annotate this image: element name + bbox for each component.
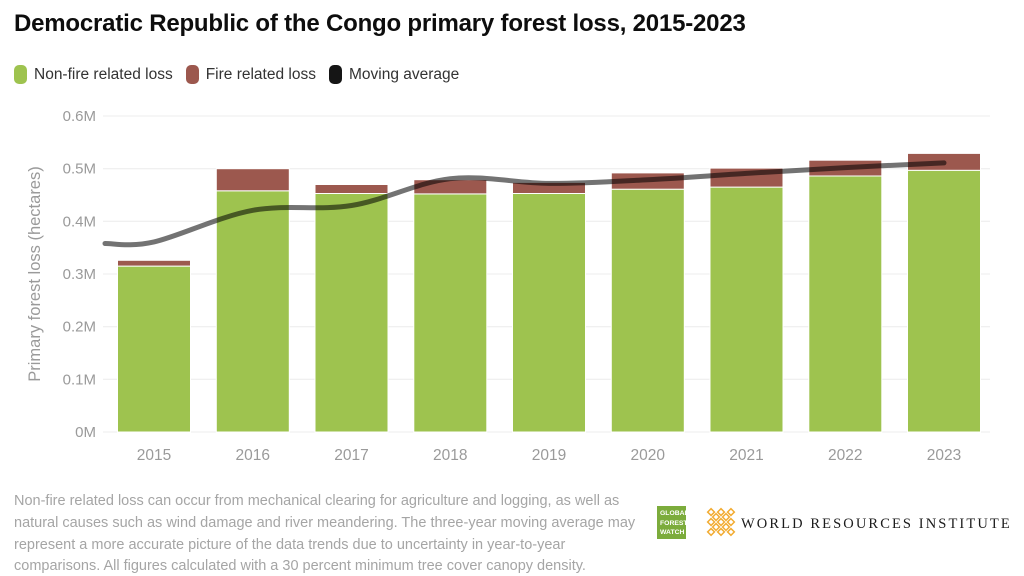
chart-legend: Non-fire related loss Fire related loss Mo… [14,65,472,84]
bar-2018-nonfire[interactable] [413,193,488,433]
legend-label: Non-fire related loss [34,65,173,83]
legend-item-moving-average: Moving average [328,65,460,84]
wri-diamond-lattice-icon [706,507,736,537]
legend-item-non-fire-related-loss: Non-fire related loss [14,65,173,84]
x-axis-label-2015: 2015 [137,447,171,464]
forest-loss-bar-chart: 0M 0.1M 0.2M 0.3M 0.4M 0.5M 0.6M Primary forest… [26,108,990,464]
wri-lattice-diamond [716,527,726,537]
bar-2023-nonfire[interactable] [907,169,981,433]
wri-lattice-diamond [706,507,716,517]
x-axis-label-2017: 2017 [334,447,368,464]
legend-label: Fire related loss [205,65,316,83]
bar-2021-nonfire[interactable] [709,186,784,433]
y-axis-title: Primary forest loss (hectares) [26,166,44,381]
y-tick-label-0.6M: 0.6M [63,108,96,125]
gfw-logo-line: GLOBAL [660,510,689,517]
bar-2015-nonfire[interactable] [117,265,191,433]
y-tick-label-0.3M: 0.3M [63,266,96,283]
y-tick-label-0.2M: 0.2M [63,319,96,336]
wri-lattice-diamond [726,507,736,517]
wri-lattice-diamond [721,522,731,532]
bar-2017-fire[interactable] [314,184,389,194]
legend-label: Moving average [348,65,460,83]
y-tick-label-0M: 0M [75,424,96,441]
wri-lattice-diamond [711,512,721,522]
bar-2022-nonfire[interactable] [808,175,883,433]
bar-2017-nonfire[interactable] [314,192,389,433]
wri-logo-text: WORLD RESOURCES INSTITUTE [741,516,1012,532]
global-forest-watch-logo: GLOBAL FOREST WATCH [657,506,689,539]
chart-title: Democratic Republic of the Congo primary… [14,10,746,37]
x-axis-label-2018: 2018 [433,447,467,464]
wri-lattice-diamond [726,527,736,537]
wri-lattice-diamond [706,517,716,527]
gfw-logo-line: WATCH [660,529,685,537]
legend-swatch [328,65,342,84]
x-axis-label-2019: 2019 [532,447,566,464]
bar-2020-nonfire[interactable] [610,188,685,433]
bar-2016-nonfire[interactable] [215,190,290,433]
moving-average-line [102,160,947,248]
legend-item-fire-related-loss: Fire related loss [185,65,316,84]
wri-lattice-diamond [721,512,731,522]
bar-2019-nonfire[interactable] [512,192,586,433]
y-tick-label-0.5M: 0.5M [63,161,96,178]
gfw-logo-line: FOREST [660,519,688,527]
x-axis-label-2016: 2016 [236,447,270,464]
x-axis-label-2023: 2023 [927,447,961,464]
wri-lattice-diamond [706,527,716,537]
legend-swatch [185,65,199,84]
y-tick-label-0.4M: 0.4M [63,213,96,230]
x-axis-label-2022: 2022 [828,447,862,464]
bar-2016-fire[interactable] [215,168,290,192]
x-axis-label-2020: 2020 [631,447,666,464]
wri-lattice-diamond [711,522,721,532]
y-tick-label-0.1M: 0.1M [63,371,96,388]
methodology-note: Non-fire related loss can occur from mec… [14,493,636,575]
wri-lattice-diamond [726,517,736,527]
wri-lattice-diamond [716,517,726,527]
legend-swatch [14,65,27,84]
wri-lattice-diamond [716,507,726,517]
x-axis-label-2021: 2021 [729,447,763,464]
bar-2015-fire[interactable] [117,259,191,267]
